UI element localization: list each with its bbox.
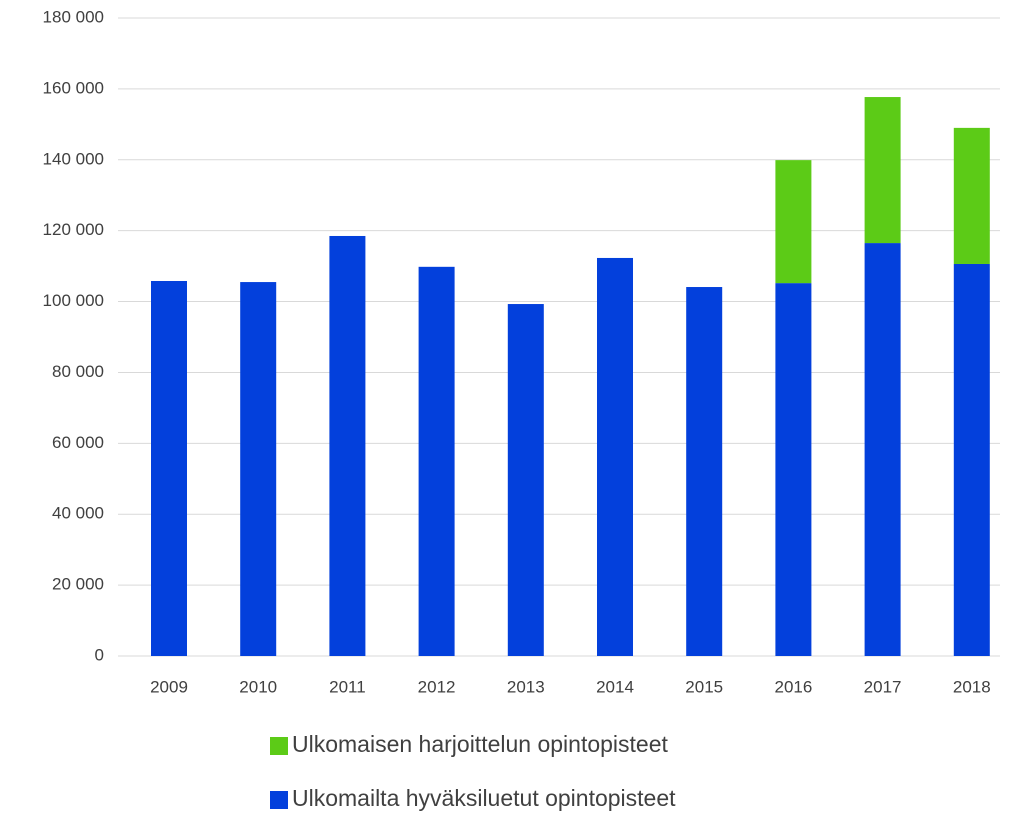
bar-segment bbox=[953, 127, 990, 264]
bar-segment bbox=[775, 283, 812, 656]
bar-segment bbox=[953, 263, 990, 656]
x-tick-label: 2014 bbox=[596, 677, 634, 696]
bar-segment bbox=[597, 257, 633, 656]
bar-segment bbox=[864, 243, 901, 657]
x-tick-label: 2018 bbox=[953, 677, 991, 696]
y-tick-label: 80 000 bbox=[52, 362, 104, 381]
x-tick-label: 2017 bbox=[864, 677, 902, 696]
y-tick-label: 140 000 bbox=[43, 149, 104, 168]
x-tick-label: 2010 bbox=[239, 677, 277, 696]
x-tick-label: 2013 bbox=[507, 677, 545, 696]
x-tick-label: 2012 bbox=[418, 677, 456, 696]
bar-segment bbox=[151, 280, 187, 656]
bar-segment bbox=[686, 287, 723, 656]
y-tick-label: 0 bbox=[95, 645, 104, 664]
legend-swatch bbox=[270, 737, 288, 755]
x-tick-label: 2015 bbox=[685, 677, 723, 696]
y-tick-label: 20 000 bbox=[52, 575, 104, 594]
y-tick-label: 120 000 bbox=[43, 220, 104, 239]
legend-swatch bbox=[270, 791, 288, 809]
x-tick-label: 2009 bbox=[150, 677, 188, 696]
y-tick-label: 100 000 bbox=[43, 291, 104, 310]
bar-segment bbox=[418, 266, 455, 656]
bar-segment bbox=[864, 97, 901, 244]
bar-segment bbox=[240, 282, 277, 656]
legend-label: Ulkomailta hyväksiluetut opintopisteet bbox=[292, 785, 676, 811]
y-tick-label: 60 000 bbox=[52, 433, 104, 452]
x-tick-label: 2016 bbox=[774, 677, 812, 696]
bar-segment bbox=[775, 160, 812, 284]
y-tick-label: 180 000 bbox=[43, 7, 104, 26]
x-tick-label: 2011 bbox=[329, 677, 366, 696]
bar-segment bbox=[329, 235, 366, 656]
y-tick-label: 40 000 bbox=[52, 504, 104, 523]
y-tick-label: 160 000 bbox=[43, 78, 104, 97]
bar-segment bbox=[507, 304, 544, 656]
legend-label: Ulkomaisen harjoittelun opintopisteet bbox=[292, 731, 668, 757]
